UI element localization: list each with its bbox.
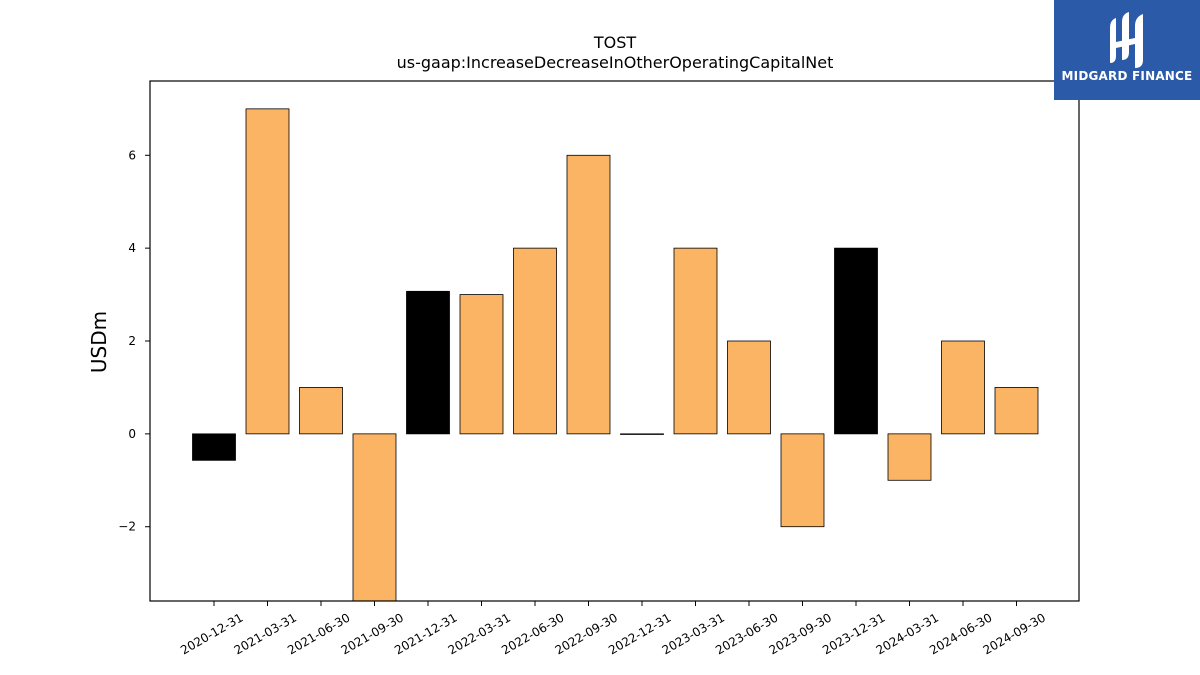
bar-2021-03-31 — [245, 108, 290, 435]
bar-2024-09-30 — [994, 387, 1039, 435]
bar-2024-06-30 — [941, 340, 985, 435]
y-axis-label: USDm — [87, 311, 111, 373]
bar-2022-09-30 — [566, 154, 611, 435]
bar-2021-09-30 — [352, 433, 397, 602]
chart-subtitle: us-gaap:IncreaseDecreaseInOtherOperating… — [397, 53, 834, 72]
bar-2022-06-30 — [513, 247, 557, 435]
logo-mark-icon — [1110, 12, 1143, 68]
bar-2023-09-30 — [780, 433, 825, 528]
y-tick-label: 6 — [128, 148, 136, 162]
bar-2023-03-31 — [673, 247, 718, 435]
bar-2020-12-31 — [192, 433, 236, 461]
midgard-finance-logo: MIDGARD FINANCE — [1054, 0, 1200, 100]
logo-text: MIDGARD FINANCE — [1061, 69, 1193, 83]
bar-2024-03-31 — [887, 433, 932, 481]
bar-2022-12-31 — [620, 433, 664, 435]
y-tick-label: 4 — [128, 241, 136, 255]
y-tick-label: 0 — [128, 427, 136, 441]
chart-title: TOST — [593, 33, 637, 52]
plot-area-frame — [149, 80, 1080, 602]
bar-2023-12-31 — [834, 247, 878, 435]
y-tick-label: −2 — [118, 520, 136, 534]
bar-2021-12-31 — [406, 290, 450, 435]
bar-2022-03-31 — [459, 294, 504, 435]
bar-2021-06-30 — [299, 387, 343, 435]
bar-2023-06-30 — [727, 340, 771, 435]
y-tick-label: 2 — [128, 334, 136, 348]
